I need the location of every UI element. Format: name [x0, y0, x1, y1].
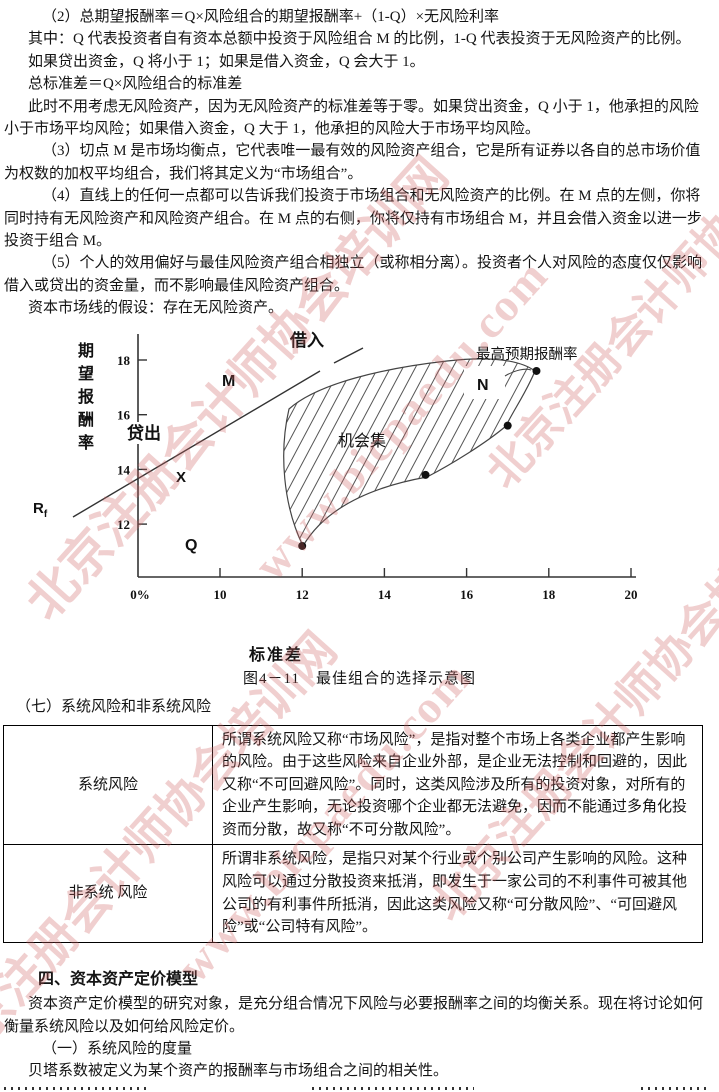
x-tick-label: 14 [378, 587, 392, 602]
y-axis-title-char: 酬 [78, 411, 94, 429]
x-tick-label: 10 [214, 587, 227, 602]
y-axis-title-char: 期 [78, 341, 94, 360]
x-tick-label: 16 [460, 587, 474, 602]
section4-heading: 四、资本资产定价模型 [38, 970, 199, 988]
table-row: 系统风险 所谓系统风险又称“市场风险”，是指对整个市场上各类企业都产生影响的风险… [3, 724, 703, 846]
x-tick-label: 20 [625, 587, 638, 602]
data-point [503, 421, 512, 430]
capital-market-line-solid [72, 370, 321, 518]
lend-label-box [122, 421, 172, 444]
y-tick-label: 16 [117, 407, 131, 422]
figure-caption: 图4－11 最佳组合的选择示意图 [243, 670, 476, 687]
paragraph: （3）切点 M 是市场均衡点，它代表唯一最有效的风险资产组合，它是所有证券以各自… [4, 143, 701, 182]
x-tick-label: 12 [296, 587, 309, 602]
x-origin-label: 0% [130, 587, 150, 602]
risk-table: 系统风险 所谓系统风险又称“市场风险”，是指对整个市场上各类企业都产生影响的风险… [3, 724, 703, 943]
table-row: 非系统 风险 所谓非系统风险，是指只对某个行业或个别公司产生影响的风险。这种风险… [3, 844, 703, 943]
point-m-label: M [222, 373, 235, 390]
lend-label: 贷出 [127, 423, 161, 443]
paragraph: 资本资产定价模型的研究对象，是充分组合情况下风险与必要报酬率之间的均衡关系。现在… [4, 996, 704, 1035]
y-tick-label: 14 [117, 462, 131, 477]
y-axis-title-char: 望 [78, 364, 94, 383]
data-point [532, 366, 541, 375]
opportunity-set-label: 机会集 [338, 432, 386, 450]
paragraph: （5）个人的效用偏好与最佳风险资产组合相独立（或称相分离）。投资者个人对风险的态… [4, 255, 703, 294]
paragraph: 如果贷出资金，Q 将小于 1；如果是借入资金，Q 会大于 1。 [28, 53, 425, 70]
x-tick-label: 18 [542, 587, 556, 602]
n-label-box [464, 365, 505, 399]
y-tick-label: 12 [117, 517, 130, 532]
section4-block: 四、资本资产定价模型 资本资产定价模型的研究对象，是充分组合情况下风险与必要报酬… [0, 943, 719, 1092]
max-return-label: 最高预期报酬率 [476, 346, 578, 363]
paragraph: 其中：Q 代表投资者自有资本总额中投资于风险组合 M 的比例，1-Q 代表投资于… [28, 31, 691, 48]
x-axis-title: 标准差 [248, 645, 303, 664]
paragraph: （4）直线上的任何一点都可以告诉我们投资于市场组合和无风险资产的比例。在 M 点… [4, 188, 702, 250]
y-axis-title-char: 率 [78, 433, 94, 452]
paragraph: 总标准差＝Q×风险组合的标准差 [28, 76, 243, 93]
point-x-label: X [176, 469, 186, 486]
y-tick-label: 18 [117, 353, 131, 368]
point-n-label: N [477, 377, 489, 394]
portfolio-selection-chart: 借入 贷出 M X Q N Rf 机会集 最高预期报酬率 标准差 0% 10 12… [33, 330, 638, 664]
figure-optimal-portfolio: 借入 贷出 M X Q N Rf 机会集 最高预期报酬率 标准差 0% 10 12… [0, 322, 719, 666]
paragraph: 贝塔系数被定义为某个资产的报酬率与市场组合之间的相关性。 [28, 1063, 449, 1080]
borrow-label: 借入 [289, 330, 324, 350]
risk-definition-cell: 所谓非系统风险，是指只对某个行业或个别公司产生影响的风险。这种风险可以通过分散投… [212, 844, 703, 943]
data-point [421, 470, 430, 479]
data-point [298, 541, 307, 550]
risk-definition-cell: 所谓系统风险又称“市场风险”，是指对整个市场上各类企业都产生影响的风险。由于这些… [212, 724, 703, 846]
y-axis-title-char: 报 [78, 387, 94, 406]
section7-heading: （七）系统风险和非系统风险 [16, 699, 212, 716]
rf-label: Rf [33, 500, 48, 520]
opportunity-set-region [283, 357, 536, 547]
risk-term-cell: 非系统 风险 [3, 844, 213, 943]
capital-market-line-dashed [333, 347, 364, 364]
paragraph: （2）总期望报酬率＝Q×风险组合的期望报酬率+（1-Q）×无风险利率 [42, 9, 500, 25]
risk-term-cell: 系统风险 [3, 724, 213, 846]
paragraph: （一）系统风险的度量 [42, 1041, 193, 1058]
n-box-connector [504, 368, 532, 377]
paragraph: 资本市场线的假设：存在无风险资产。 [28, 300, 284, 317]
paragraph: 此时不用考虑无风险资产，因为无风险资产的标准差等于零。如果贷出资金，Q 小于 1… [4, 98, 699, 138]
cutoff-text-line [4, 1085, 709, 1092]
point-q-label: Q [185, 537, 197, 554]
intro-text-block: （2）总期望报酬率＝Q×风险组合的期望报酬率+（1-Q）×无风险利率 其中：Q … [0, 0, 719, 320]
